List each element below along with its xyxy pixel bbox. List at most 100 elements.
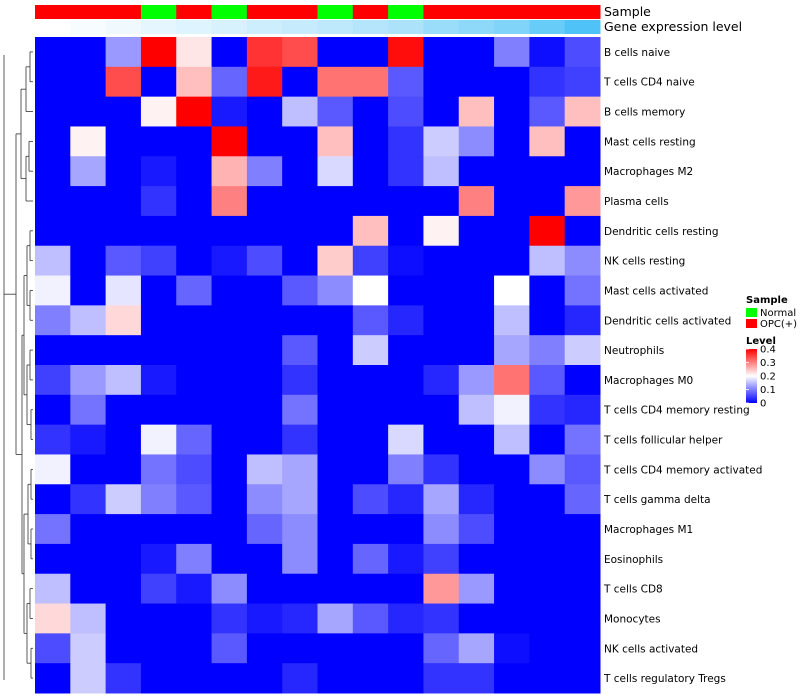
heatmap-cell xyxy=(494,424,530,455)
heatmap-cell xyxy=(140,514,177,545)
heatmap-cell xyxy=(176,186,213,217)
heatmap-cell xyxy=(70,126,107,157)
heatmap-cell xyxy=(35,66,71,98)
heatmap-cell xyxy=(211,215,248,247)
heatmap-cell xyxy=(246,484,283,515)
row-label: NK cells activated xyxy=(604,643,698,655)
heatmap-cell xyxy=(176,514,213,545)
legend-level-ticks: 0.4 0.3 0.2 0.1 0 xyxy=(746,345,776,410)
heatmap-cell xyxy=(211,394,248,426)
heatmap-cell xyxy=(388,37,424,68)
heatmap-cell xyxy=(494,66,530,98)
heatmap-cell xyxy=(352,156,389,187)
heatmap-cell xyxy=(176,126,213,157)
heatmap-cell xyxy=(458,156,495,187)
row-label: Neutrophils xyxy=(604,345,664,357)
heatmap-cell xyxy=(105,245,142,277)
row-label: T cells gamma delta xyxy=(603,494,711,506)
heatmap-cell xyxy=(423,573,460,605)
heatmap-cell xyxy=(35,663,71,694)
heatmap-cell xyxy=(352,96,389,127)
heatmap-cell xyxy=(564,663,601,694)
heatmap-cell xyxy=(388,603,424,634)
heatmap-cell xyxy=(35,126,71,157)
heatmap-cell xyxy=(458,66,495,98)
heatmap-cell xyxy=(494,126,530,157)
heatmap-cell xyxy=(564,394,601,426)
heatmap-cell xyxy=(35,603,71,634)
heatmap-cell xyxy=(35,335,71,366)
heatmap-cell xyxy=(388,365,424,396)
expression-annotation-cell xyxy=(352,20,389,34)
heatmap-cell xyxy=(246,603,283,634)
heatmap-cell xyxy=(564,365,601,396)
heatmap-cell xyxy=(529,573,566,605)
legend-normal-swatch xyxy=(746,308,757,317)
heatmap-cell xyxy=(140,543,177,575)
heatmap-cell xyxy=(564,484,601,515)
heatmap-cell xyxy=(317,633,354,664)
heatmap-cell xyxy=(564,96,601,127)
heatmap-cell xyxy=(282,275,318,306)
heatmap-cell xyxy=(529,365,566,396)
sample-annotation-cell xyxy=(494,5,530,19)
row-label: Monocytes xyxy=(604,613,661,625)
legend-level-tick-label: 0.3 xyxy=(760,358,776,369)
heatmap-cell xyxy=(529,424,566,455)
sample-annotation-cell xyxy=(282,5,318,19)
heatmap-cell xyxy=(140,37,177,68)
heatmap-cell xyxy=(458,454,495,485)
heatmap-cell xyxy=(70,573,107,605)
heatmap-cell xyxy=(140,245,177,277)
heatmap-cell xyxy=(140,335,177,366)
heatmap-cell xyxy=(70,96,107,127)
heatmap-cell xyxy=(529,663,566,694)
sample-annotation-cell xyxy=(70,5,107,19)
heatmap-cell xyxy=(458,215,495,247)
sample-annotation-cell xyxy=(176,5,213,19)
heatmap-cell xyxy=(317,484,354,515)
heatmap-cell xyxy=(282,305,318,336)
heatmap-cell xyxy=(352,424,389,455)
heatmap-cell xyxy=(105,215,142,247)
heatmap-cell xyxy=(352,394,389,426)
heatmap-cell xyxy=(494,365,530,396)
heatmap-cell xyxy=(70,663,107,694)
expression-annotation-cell xyxy=(458,20,495,34)
heatmap-cell xyxy=(564,66,601,98)
heatmap-cell xyxy=(494,156,530,187)
heatmap-cell xyxy=(176,305,213,336)
heatmap-cell xyxy=(70,37,107,68)
heatmap-cell xyxy=(317,543,354,575)
heatmap-cell xyxy=(211,514,248,545)
heatmap-cell xyxy=(494,305,530,336)
legend-level-tick-label: 0.4 xyxy=(760,345,776,356)
heatmap-cell xyxy=(388,156,424,187)
expression-annotation-cell xyxy=(317,20,354,34)
heatmap-cell xyxy=(246,126,283,157)
heatmap-cell xyxy=(423,603,460,634)
heatmap-cell xyxy=(352,663,389,694)
heatmap-cell xyxy=(494,454,530,485)
legend-opc-swatch xyxy=(746,319,757,328)
heatmap-cell xyxy=(458,484,495,515)
heatmap-cell xyxy=(529,305,566,336)
heatmap-cell xyxy=(352,186,389,217)
heatmap-cell xyxy=(494,245,530,277)
heatmap-cell xyxy=(564,603,601,634)
heatmap-cell xyxy=(70,215,107,247)
heatmap-cell xyxy=(352,245,389,277)
heatmap-cell xyxy=(246,365,283,396)
heatmap-cell xyxy=(246,245,283,277)
heatmap-cell xyxy=(70,514,107,545)
heatmap-cell xyxy=(246,305,283,336)
heatmap-cell xyxy=(564,186,601,217)
heatmap-cell xyxy=(423,66,460,98)
heatmap-cell xyxy=(105,66,142,98)
sample-annotation-cell xyxy=(105,5,142,19)
heatmap-cell xyxy=(35,37,71,68)
heatmap-cell xyxy=(529,66,566,98)
heatmap-cell xyxy=(246,514,283,545)
heatmap-cell xyxy=(140,573,177,605)
